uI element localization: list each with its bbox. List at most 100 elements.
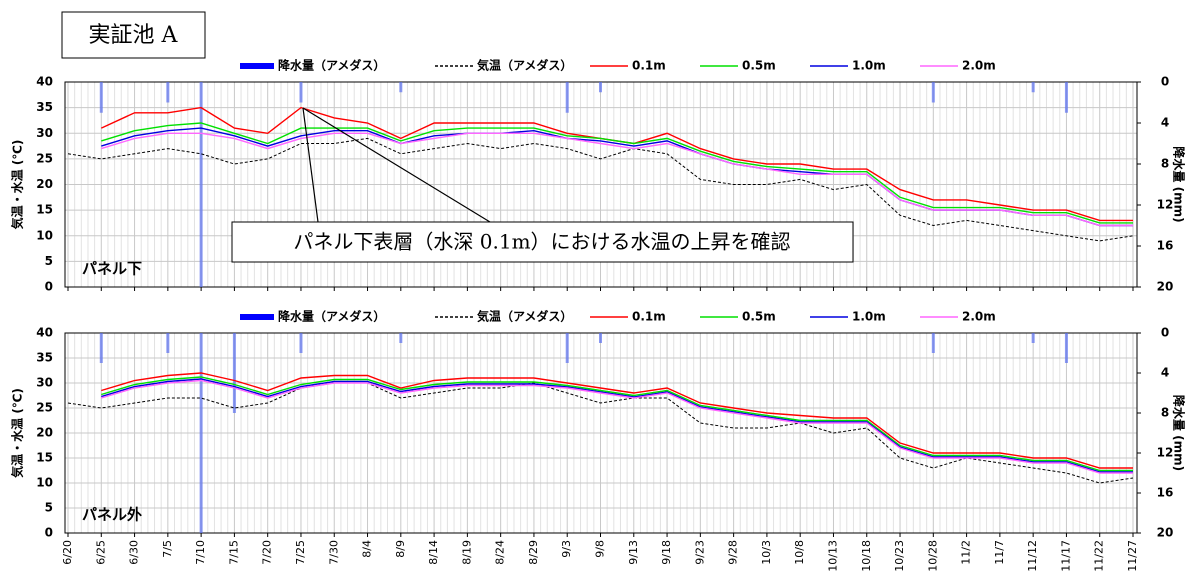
precip-bar: [399, 333, 403, 343]
chart-title: 実証池 A: [89, 23, 179, 48]
legend-label: 0.1m: [632, 310, 666, 324]
legend-label: 2.0m: [962, 59, 996, 73]
x-tick-label: 11/2: [960, 540, 973, 565]
y-tick-label: 10: [36, 228, 53, 242]
x-tick-label: 9/8: [594, 540, 607, 558]
x-tick-label: 6/25: [94, 540, 107, 565]
y-tick-label: 30: [36, 376, 53, 390]
legend-swatch: [240, 63, 274, 69]
x-tick-label: 9/13: [627, 540, 640, 565]
x-tick-label: 6/20: [61, 540, 74, 565]
x-tick-label: 9/23: [693, 540, 706, 565]
x-tick-label: 11/12: [1026, 540, 1039, 572]
x-tick-label: 7/10: [194, 540, 207, 565]
y2-tick-label: 16: [1157, 486, 1174, 500]
y2-tick-label: 0: [1161, 326, 1169, 340]
y2-tick-label: 8: [1161, 406, 1169, 420]
y2-tick-label: 4: [1161, 116, 1169, 130]
y-tick-label: 0: [45, 526, 53, 540]
x-tick-label: 11/7: [993, 540, 1006, 565]
series-line: [101, 127, 1133, 227]
x-tick-label: 8/19: [460, 540, 473, 565]
precip-bar: [565, 333, 569, 363]
x-tick-label: 7/30: [327, 540, 340, 565]
precip-bar: [299, 82, 303, 103]
y-tick-label: 30: [36, 126, 53, 140]
x-tick-label: 6/30: [128, 540, 141, 565]
precip-bar: [931, 82, 935, 103]
y2-tick-label: 20: [1157, 526, 1174, 540]
y2-tick-label: 12: [1157, 198, 1174, 212]
legend-label: 気温（アメダス）: [477, 58, 572, 73]
legend-label: 気温（アメダス）: [477, 309, 572, 324]
x-tick-label: 10/23: [893, 540, 906, 572]
x-tick-label: 9/3: [560, 540, 573, 558]
y-tick-label: 5: [45, 254, 53, 268]
precip-bar: [1031, 333, 1035, 343]
precip-bar: [1064, 333, 1068, 363]
precip-bar: [199, 333, 203, 533]
panel-label: パネル外: [82, 506, 142, 524]
y-tick-label: 40: [36, 326, 53, 340]
legend-label: 1.0m: [852, 310, 886, 324]
x-tick-label: 7/15: [227, 540, 240, 565]
legend-label: 0.1m: [632, 59, 666, 73]
series-line: [101, 376, 1133, 472]
precip-bar: [99, 82, 103, 113]
y-tick-label: 0: [45, 280, 53, 294]
series-line: [101, 378, 1133, 473]
precip-bar: [299, 333, 303, 353]
panel-label: パネル下: [82, 260, 142, 278]
precip-bar: [599, 82, 602, 93]
x-tick-label: 7/20: [261, 540, 274, 565]
x-tick-label: 8/29: [527, 540, 540, 565]
y2-tick-label: 16: [1157, 239, 1174, 253]
y-tick-label: 40: [36, 75, 53, 89]
legend-label: 1.0m: [852, 59, 886, 73]
precip-bar: [232, 333, 236, 413]
y-tick-label: 5: [45, 501, 53, 515]
annotation-box: [231, 221, 854, 263]
x-tick-label: 8/4: [361, 540, 374, 558]
precip-bar: [199, 82, 203, 287]
y2-tick-label: 8: [1161, 157, 1169, 171]
x-tick-label: 8/14: [427, 540, 440, 565]
precip-bar: [599, 333, 602, 343]
y-tick-label: 15: [36, 451, 53, 465]
series-line: [101, 106, 1133, 222]
series-line: [67, 382, 1134, 484]
x-tick-label: 11/17: [1059, 540, 1072, 572]
x-tick-label: 9/18: [660, 540, 673, 565]
series-line: [101, 132, 1133, 227]
y-tick-label: 35: [36, 351, 53, 365]
precip-bar: [565, 82, 569, 113]
y-tick-label: 20: [36, 177, 53, 191]
legend-label: 降水量（アメダス）: [278, 309, 385, 324]
y-axis-label: 気温・水温 (℃): [10, 140, 25, 230]
precip-bar: [166, 82, 170, 103]
legend-label: 0.5m: [742, 310, 776, 324]
legend-swatch: [240, 314, 274, 320]
series-line: [67, 137, 1134, 242]
y-tick-label: 15: [36, 203, 53, 217]
y2-tick-label: 0: [1161, 75, 1169, 89]
x-tick-label: 10/13: [826, 540, 839, 572]
series-line: [101, 379, 1133, 474]
y2-tick-label: 12: [1157, 446, 1174, 460]
legend-label: 降水量（アメダス）: [278, 58, 385, 73]
precip-bar: [99, 333, 103, 363]
x-tick-label: 10/18: [860, 540, 873, 572]
x-tick-label: 10/28: [926, 540, 939, 572]
y-tick-label: 20: [36, 426, 53, 440]
precip-bar: [1031, 82, 1035, 93]
precip-bar: [1064, 82, 1068, 113]
y2-tick-label: 4: [1161, 366, 1169, 380]
x-tick-label: 11/22: [1093, 540, 1106, 572]
y-tick-label: 25: [36, 151, 53, 165]
y2-axis-label: 降水量 (mm): [1172, 146, 1187, 222]
annotation-arrow: [302, 107, 491, 223]
precip-bar: [931, 333, 935, 353]
y2-axis-label: 降水量 (mm): [1172, 395, 1187, 471]
series-line: [101, 372, 1133, 469]
